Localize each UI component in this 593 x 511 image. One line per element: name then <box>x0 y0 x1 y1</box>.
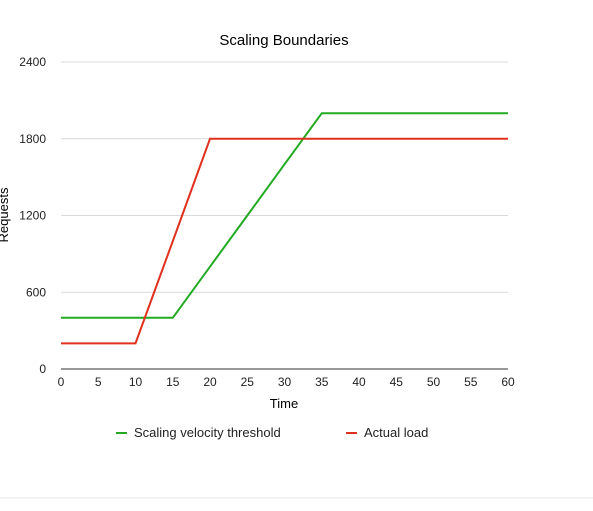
x-tick-label: 5 <box>95 375 102 389</box>
series-lines <box>61 112 508 345</box>
y-tick-label: 2400 <box>19 55 46 69</box>
x-tick-label: 40 <box>352 375 366 389</box>
x-tick-label: 0 <box>58 375 65 389</box>
y-tick-label: 0 <box>39 362 46 376</box>
y-axis-ticks: 0 600 1200 1800 2400 <box>19 55 46 376</box>
x-tick-label: 45 <box>390 375 404 389</box>
x-tick-label: 30 <box>278 375 292 389</box>
x-tick-label: 50 <box>427 375 441 389</box>
gridlines <box>61 61 508 370</box>
x-axis-ticks: 0 5 10 15 20 25 30 35 40 45 50 55 60 <box>58 375 515 389</box>
y-tick-label: 1800 <box>19 132 46 146</box>
legend-label: Scaling velocity threshold <box>134 425 281 440</box>
chart-title: Scaling Boundaries <box>219 32 348 49</box>
y-axis-label: Requests <box>0 187 11 242</box>
y-tick-label: 1200 <box>19 209 46 223</box>
legend-label: Actual load <box>364 425 428 440</box>
y-tick-label: 600 <box>26 285 46 299</box>
series-line <box>61 112 508 319</box>
x-tick-label: 15 <box>166 375 180 389</box>
x-tick-label: 20 <box>203 375 217 389</box>
x-axis-label: Time <box>270 396 298 411</box>
x-tick-label: 55 <box>464 375 478 389</box>
x-tick-label: 10 <box>129 375 143 389</box>
x-tick-label: 60 <box>501 375 515 389</box>
legend: Scaling velocity threshold Actual load <box>116 425 428 440</box>
x-tick-label: 35 <box>315 375 329 389</box>
x-tick-label: 25 <box>241 375 255 389</box>
series-line <box>61 137 508 345</box>
